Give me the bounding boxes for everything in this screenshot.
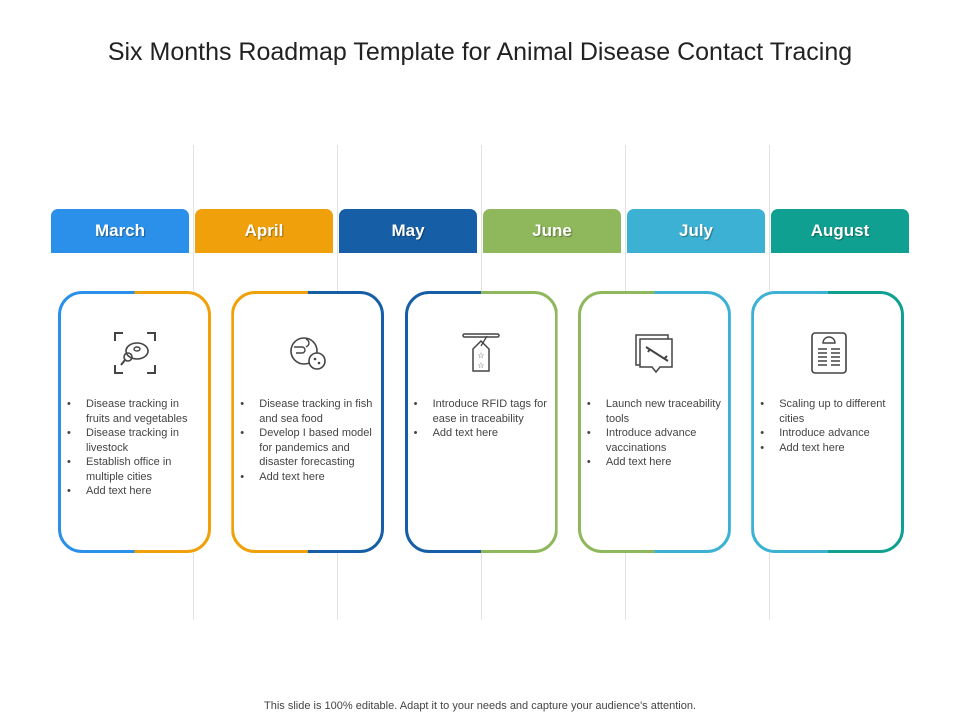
page-title: Six Months Roadmap Template for Animal D…: [107, 38, 853, 66]
bullet-item: Introduce advance: [760, 426, 898, 441]
card-border: [58, 291, 135, 553]
card-border: [307, 291, 385, 553]
card-border: [231, 291, 308, 553]
card-bullet-list: Launch new traceability toolsIntroduce a…: [586, 397, 725, 470]
month-tab-march: March: [51, 209, 189, 253]
bullet-item: Develop I based model for pandemics and …: [240, 426, 378, 470]
scale-report-icon: [804, 329, 852, 377]
month-tab-august: August: [771, 209, 909, 253]
globe-virus-icon: [284, 329, 332, 377]
bullet-item: Establish office in multiple cities: [67, 455, 205, 484]
bullet-item: Introduce RFID tags for ease in traceabi…: [414, 397, 552, 426]
card-border: [481, 291, 558, 553]
milestone-card: Disease tracking in fruits and vegetable…: [58, 291, 211, 553]
bullet-item: Add text here: [414, 426, 552, 441]
card-border: [654, 291, 731, 553]
bullet-item: Add text here: [67, 484, 205, 499]
card-border: [134, 291, 211, 553]
card-border: [751, 291, 828, 553]
svg-text:☆: ☆: [478, 351, 485, 360]
card-border: [577, 291, 655, 553]
bullet-item: Launch new traceability tools: [587, 397, 725, 426]
bullet-item: Disease tracking in fruits and vegetable…: [67, 397, 205, 426]
card-border: [827, 291, 905, 553]
milestone-card: Scaling up to different citiesIntroduce …: [751, 291, 905, 553]
card-bullet-list: Disease tracking in fruits and vegetable…: [66, 397, 205, 499]
bacteria-magnifier-icon: [111, 329, 159, 377]
card-bullet-list: Scaling up to different citiesIntroduce …: [759, 397, 898, 455]
rfid-tag-icon: ☆ ☆: [457, 329, 505, 377]
card-border: [404, 291, 482, 553]
month-tab-may: May: [339, 209, 477, 253]
month-tab-june: June: [483, 209, 621, 253]
bullet-item: Scaling up to different cities: [760, 397, 898, 426]
syringe-screen-icon: [630, 329, 678, 377]
bullet-item: Add text here: [760, 441, 898, 456]
card-bullet-list: Disease tracking in fish and sea foodDev…: [239, 397, 378, 484]
bullet-item: Introduce advance vaccinations: [587, 426, 725, 455]
bullet-item: Add text here: [587, 455, 725, 470]
month-tab-july: July: [627, 209, 765, 253]
bullet-item: Disease tracking in fish and sea food: [240, 397, 378, 426]
svg-text:☆: ☆: [478, 361, 485, 370]
footer-note: This slide is 100% editable. Adapt it to…: [264, 700, 696, 712]
milestone-card: Launch new traceability toolsIntroduce a…: [577, 291, 731, 553]
milestone-card: Disease tracking in fish and sea foodDev…: [231, 291, 385, 553]
bullet-item: Disease tracking in livestock: [67, 426, 205, 455]
month-tab-april: April: [195, 209, 333, 253]
bullet-item: Add text here: [240, 470, 378, 485]
milestone-card: ☆☆ Introduce RFID tags for ease in tracea…: [404, 291, 558, 553]
card-bullet-list: Introduce RFID tags for ease in traceabi…: [413, 397, 552, 441]
